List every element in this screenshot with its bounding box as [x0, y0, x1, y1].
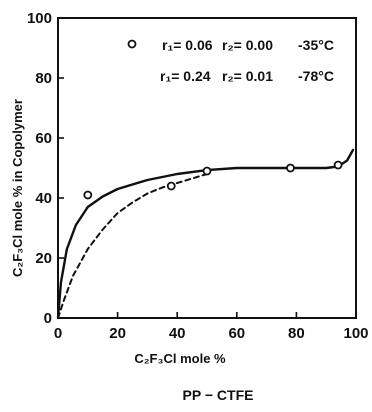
y-tick-label: 60: [35, 130, 52, 147]
y-tick-label: 20: [35, 250, 52, 267]
x-tick-label: 0: [54, 325, 62, 342]
legend-row-2-r1: r₁= 0.24: [160, 68, 211, 84]
x-axis-ticks: 0 20 40 60 80 100: [54, 312, 369, 342]
x-tick-label: 60: [228, 325, 245, 342]
legend-row-1-temp: -35°C: [298, 37, 334, 53]
plot-frame: [57, 17, 357, 319]
legend-row-1-r2: r₂= 0.00: [222, 37, 273, 53]
data-point: [166, 181, 176, 191]
x-tick-label: 20: [109, 325, 126, 342]
figure-caption: PP − CTFE: [183, 387, 254, 403]
curves: [56, 148, 355, 320]
axes: [57, 17, 357, 319]
legend-row-2-temp: -78°C: [298, 68, 334, 84]
y-axis-ticks: 0 20 40 60 80 100: [27, 10, 64, 327]
x-axis-label: C₂F₃Cl mole %: [134, 351, 226, 366]
curve-solid: [56, 148, 355, 320]
y-tick-label: 40: [35, 190, 52, 207]
data-point: [333, 160, 343, 170]
y-tick-label: 80: [35, 70, 52, 87]
x-tick-label: 100: [343, 325, 368, 342]
data-point: [83, 190, 93, 200]
curve-dashed: [57, 173, 208, 319]
legend-row-2-r2: r₂= 0.01: [222, 68, 273, 84]
legend-marker-circle: [127, 39, 137, 49]
data-point: [202, 166, 212, 176]
x-tick-label: 80: [288, 325, 305, 342]
y-axis-label: C₂F₃Cl mole % in Copolymer: [10, 99, 25, 277]
data-points: [83, 160, 343, 200]
data-point: [286, 163, 295, 173]
y-tick-label: 100: [27, 10, 52, 27]
legend-row-1-r1: r₁= 0.06: [162, 37, 213, 53]
x-tick-label: 40: [169, 325, 186, 342]
legend: r₁= 0.06 r₂= 0.00 -35°C r₁= 0.24 r₂= 0.0…: [127, 37, 334, 84]
y-tick-label: 0: [44, 310, 52, 327]
